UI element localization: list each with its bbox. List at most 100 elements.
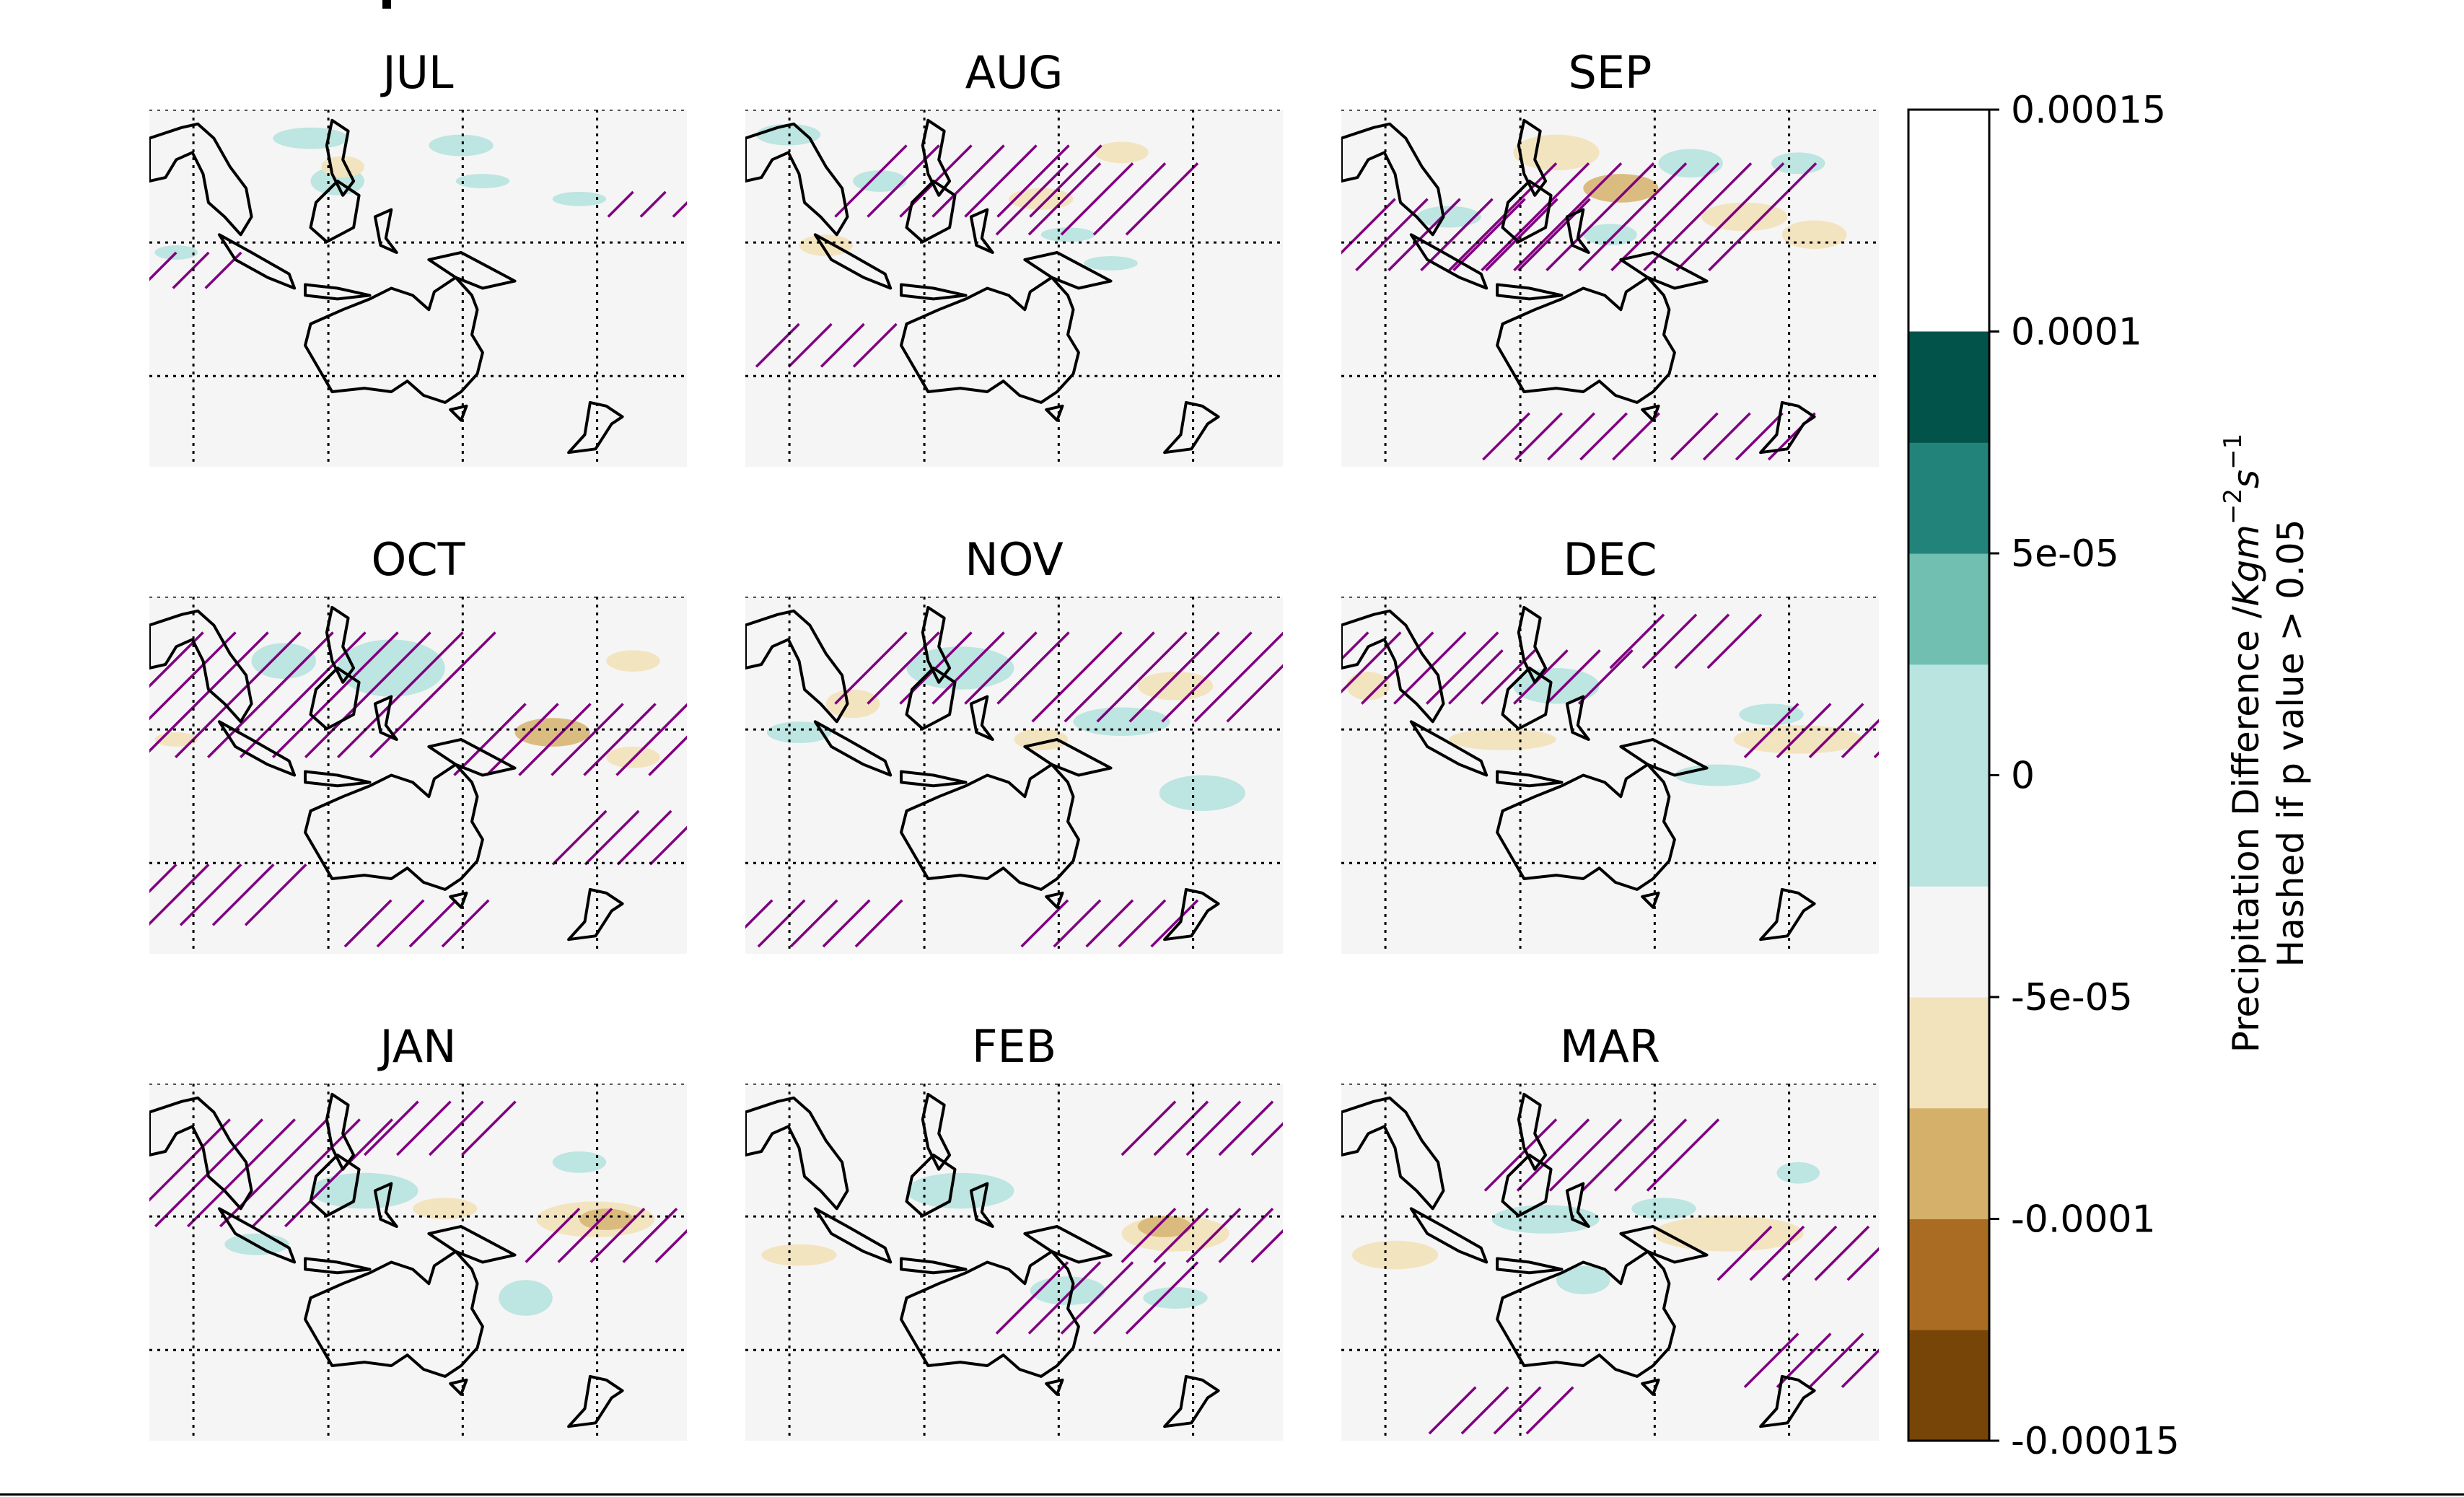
page-divider: [0, 1493, 2464, 1496]
colorbar-tick-label: 0: [2011, 755, 2035, 798]
coastline: [373, 208, 398, 254]
map-panel-dec: DEC: [1341, 533, 1879, 954]
coastline: [1409, 720, 1489, 777]
colorbar-segment: [1908, 664, 1989, 887]
coastline: [373, 695, 398, 741]
coastline: [900, 1250, 1080, 1378]
coastline: [427, 251, 517, 290]
map-panel-jan: JAN: [149, 1020, 687, 1441]
panel-title-sep: SEP: [1569, 46, 1652, 99]
colorbar-label-line1: Precipitation Difference /Kgm−2s−1: [2219, 434, 2267, 1053]
colorbar-tick-label: -0.0001: [2011, 1198, 2156, 1242]
coastline: [900, 763, 1080, 891]
significance-hatch: [995, 1261, 1199, 1335]
coastline: [1759, 1374, 1816, 1428]
positive-anomaly-contour: [906, 646, 1014, 690]
coastline: [149, 609, 253, 724]
significance-hatch: [1448, 162, 1818, 271]
panel-title-feb: FEB: [972, 1020, 1056, 1073]
panel-grid: JUL AUG SEP OCT NOV DEC JAN FEB MAR: [149, 46, 1879, 1441]
coastline: [304, 276, 484, 404]
significance-hatch: [1482, 412, 1660, 461]
significance-hatch: [607, 190, 687, 218]
coastline: [969, 208, 994, 254]
positive-anomaly-contour: [906, 1172, 1014, 1209]
coastline: [1501, 1154, 1553, 1218]
coastline: [1163, 1374, 1220, 1428]
coastline: [309, 180, 361, 244]
map-panel-mar: MAR: [1341, 1020, 1879, 1441]
positive-anomaly-contour: [552, 1151, 607, 1173]
panel-title-jul: JUL: [380, 46, 454, 99]
coastline: [1496, 770, 1564, 788]
coastline: [905, 180, 957, 244]
positive-anomaly-contour: [1658, 149, 1723, 178]
significance-hatch: [1483, 1118, 1720, 1192]
colorbar-tick-label: -5e-05: [2011, 976, 2133, 1019]
coastline: [217, 1207, 297, 1264]
coastline: [1501, 667, 1553, 731]
significance-hatch: [755, 322, 898, 368]
negative-anomaly-contour: [413, 1198, 478, 1220]
negative-anomaly-contour: [1653, 1216, 1804, 1252]
negative-anomaly-contour: [514, 718, 590, 747]
positive-anomaly-contour: [1143, 1287, 1208, 1309]
significance-hatch: [1121, 1100, 1283, 1156]
coastline: [567, 887, 624, 941]
coastline: [1565, 1182, 1590, 1228]
coastline: [373, 1182, 398, 1228]
coastline: [969, 1182, 994, 1228]
coastline: [1341, 1096, 1445, 1211]
coastline: [304, 770, 372, 788]
colorbar-label: Precipitation Difference /Kgm−2s−1 Hashe…: [2219, 434, 2312, 1053]
positive-anomaly-contour: [1030, 1276, 1106, 1305]
coastline: [1759, 887, 1816, 941]
coastline: [1619, 251, 1709, 290]
negative-anomaly-contour: [1095, 141, 1149, 164]
positive-anomaly-contour: [1073, 707, 1170, 737]
significance-hatch: [1609, 613, 1763, 670]
positive-anomaly-contour: [766, 721, 832, 743]
coastline: [900, 276, 1080, 404]
significance-hatch: [343, 899, 490, 948]
coastline: [427, 1225, 517, 1264]
coastline: [567, 1374, 624, 1428]
colorbar-segment: [1908, 442, 1989, 554]
coastline: [149, 122, 253, 237]
negative-anomaly-contour: [825, 689, 880, 719]
coastline: [813, 233, 893, 290]
negative-anomaly-contour: [1701, 202, 1788, 232]
coastline: [149, 1096, 253, 1211]
coastline: [745, 122, 849, 237]
significance-hatch: [745, 899, 903, 948]
colorbar-segment: [1908, 1219, 1989, 1330]
map-panel-jul: JUL: [149, 46, 687, 467]
negative-anomaly-contour: [1351, 1240, 1439, 1270]
coastline: [1341, 122, 1445, 237]
negative-anomaly-contour: [799, 234, 853, 256]
colorbar-segment: [1908, 1330, 1989, 1441]
negative-anomaly-contour: [606, 650, 660, 672]
coastline: [1759, 400, 1816, 455]
negative-anomaly-contour: [761, 1244, 837, 1266]
significance-hatch: [364, 1100, 517, 1156]
coastline: [900, 283, 968, 301]
panel-title-mar: MAR: [1560, 1020, 1660, 1073]
coastline: [969, 695, 994, 741]
positive-anomaly-contour: [1776, 1162, 1820, 1184]
coastline: [1565, 695, 1590, 741]
map-panel-oct: OCT: [149, 533, 687, 954]
coastline: [309, 667, 361, 731]
colorbar-tick-label: -0.00015: [2011, 1420, 2180, 1463]
coastline: [1496, 763, 1676, 891]
positive-anomaly-contour: [1674, 764, 1761, 786]
significance-hatch: [1020, 899, 1199, 948]
positive-anomaly-contour: [1040, 227, 1095, 242]
coastline: [900, 770, 968, 788]
coastline: [304, 763, 484, 891]
positive-anomaly-contour: [429, 134, 494, 157]
coastline: [1496, 1257, 1564, 1275]
coastline: [304, 1257, 372, 1275]
coastline: [1023, 738, 1113, 777]
coastline: [1496, 1250, 1676, 1378]
